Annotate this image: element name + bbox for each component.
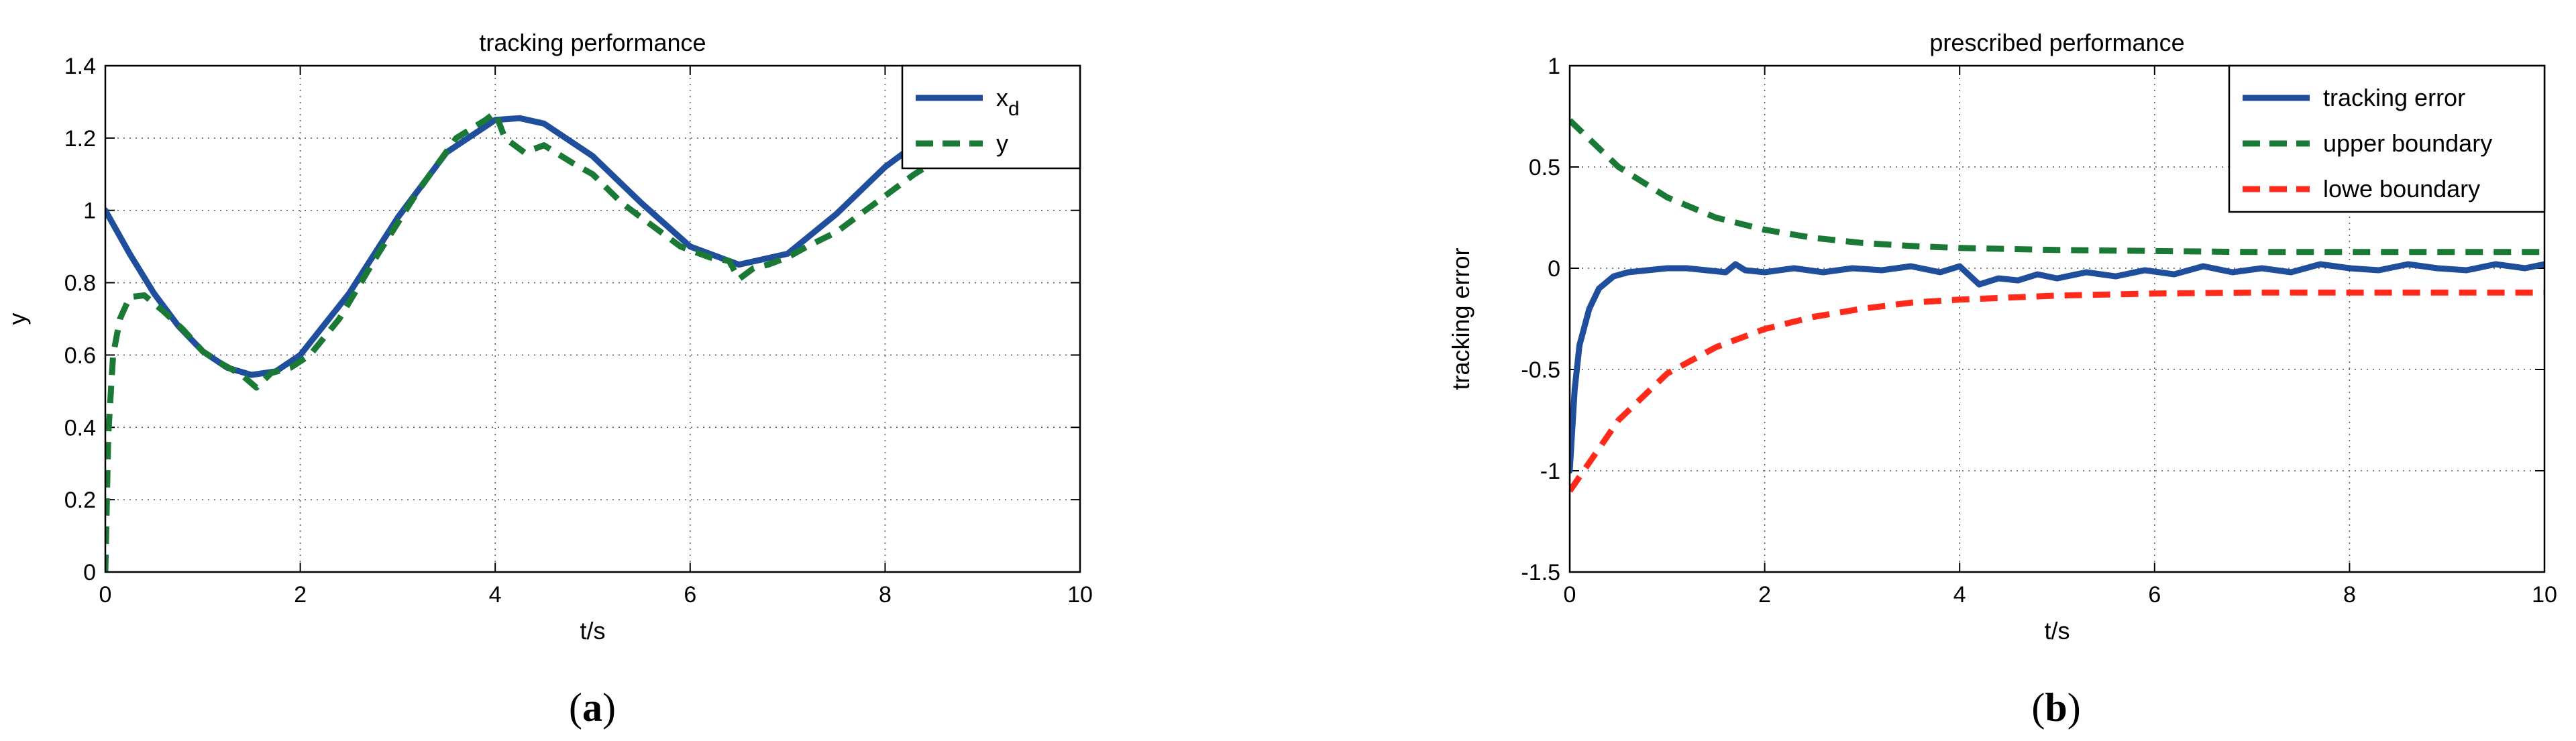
- series-line-1: [105, 109, 1080, 572]
- legend-box: [901, 64, 1081, 170]
- x-axis-label: t/s: [580, 617, 605, 644]
- x-tick-label: 4: [489, 582, 502, 608]
- legend-label-text: tracking error: [2323, 84, 2465, 111]
- x-tick-label: 8: [2343, 582, 2356, 608]
- y-tick-label: 1: [1548, 54, 1560, 79]
- x-tick-label: 10: [2532, 582, 2557, 608]
- y-tick-label: 1.2: [64, 126, 96, 152]
- chart-title: tracking performance: [479, 29, 706, 56]
- y-tick-label: 0: [83, 560, 96, 585]
- y-tick-label: -0.5: [1521, 357, 1560, 383]
- legend-label-subscript: d: [1008, 98, 1020, 120]
- chart-tracking-performance: 0 2 4 6 8 10 0 0.2 0.4 0.6 0.8 1 1.2 1.4 tracking perf…: [3, 29, 1093, 730]
- legend-label-0: tracking error: [2323, 84, 2465, 111]
- y-tick-label: -1: [1540, 459, 1560, 484]
- series-line-1: [1570, 118, 2544, 255]
- x-tick-label: 0: [1564, 582, 1576, 608]
- series-group: [1570, 118, 2544, 493]
- panel-label: (b): [2031, 685, 2080, 730]
- x-tick-label: 4: [1953, 582, 1966, 608]
- legend-label-1: y: [996, 129, 1008, 157]
- y-tick-label: 0.5: [1529, 155, 1560, 180]
- legend-label-0: xd: [996, 84, 1020, 120]
- legend-label-text: lowe boundary: [2323, 175, 2480, 203]
- chart-title: prescribed performance: [1929, 29, 2184, 56]
- y-tick-label: 0.6: [64, 343, 96, 368]
- y-tick-label: 0.8: [64, 271, 96, 296]
- chart-prescribed-performance: 0 2 4 6 8 10 -1.5 -1 -0.5 0 0.5 1 prescribed perform…: [1447, 29, 2557, 730]
- legend-label-text: upper boundary: [2323, 129, 2492, 157]
- axes-frame: [104, 64, 1081, 573]
- y-tick-label: 1.4: [64, 54, 96, 79]
- panel-label: (a): [569, 685, 616, 730]
- series-line-2: [1570, 289, 2544, 493]
- legend-label-1: upper boundary: [2323, 129, 2492, 157]
- y-axis-label: y: [3, 313, 31, 325]
- y-axis-label: tracking error: [1447, 247, 1474, 390]
- legend-label-text: y: [996, 129, 1008, 157]
- x-tick-label: 10: [1067, 582, 1093, 608]
- x-tick-label: 6: [684, 582, 696, 608]
- y-tick-label: 0.2: [64, 488, 96, 513]
- x-tick-label: 2: [294, 582, 307, 608]
- axes-frame: [1568, 64, 2546, 573]
- series-group: [105, 109, 1080, 572]
- legend-label-2: lowe boundary: [2323, 175, 2480, 203]
- x-tick-label: 8: [879, 582, 892, 608]
- series-line-0: [1570, 261, 2544, 474]
- x-tick-label: 2: [1758, 582, 1771, 608]
- x-axis-label: t/s: [2044, 617, 2070, 644]
- y-tick-label: 1: [83, 198, 96, 224]
- legend-label-text: x: [996, 84, 1008, 111]
- x-tick-label: 0: [99, 582, 112, 608]
- x-tick-label: 6: [2148, 582, 2161, 608]
- y-tick-label: -1.5: [1521, 560, 1560, 585]
- y-tick-label: 0: [1548, 256, 1560, 282]
- y-tick-label: 0.4: [64, 415, 96, 441]
